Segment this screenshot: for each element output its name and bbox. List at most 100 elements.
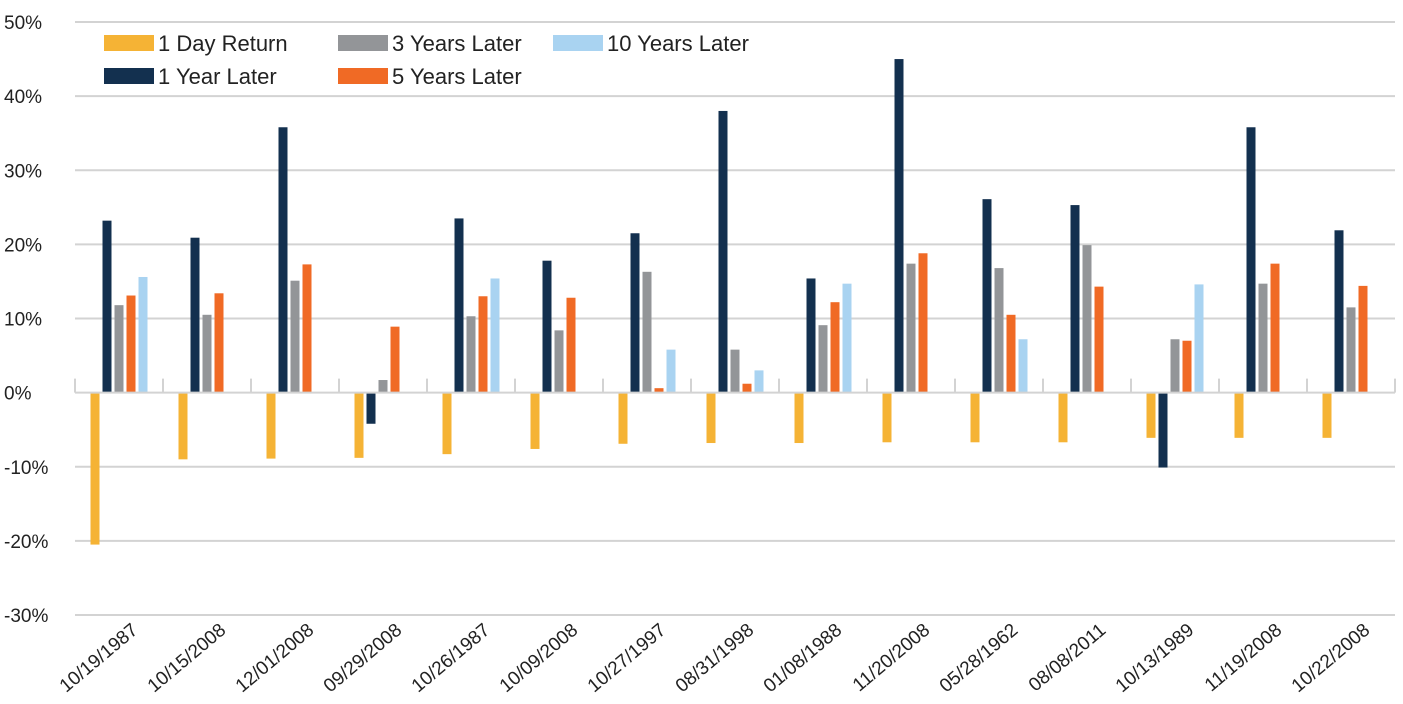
- y-tick-label: -10%: [4, 458, 48, 479]
- bar: [278, 127, 288, 393]
- bar: [126, 295, 136, 393]
- bar: [830, 302, 840, 393]
- y-tick-label: 50%: [4, 13, 42, 34]
- bar: [1006, 314, 1016, 393]
- bar: [214, 293, 224, 393]
- y-tick-label: 40%: [4, 87, 42, 108]
- bar: [1346, 307, 1356, 393]
- bar: [642, 271, 652, 393]
- bar: [290, 280, 300, 393]
- bar: [666, 349, 676, 393]
- bar: [1070, 205, 1080, 393]
- legend-label: 3 Years Later: [392, 31, 522, 56]
- legend-label: 10 Years Later: [607, 31, 749, 56]
- x-tick-label: 08/08/2011: [1025, 620, 1110, 696]
- x-tick-label: 05/28/1962: [936, 620, 1022, 697]
- bar: [390, 326, 400, 393]
- legend-swatch: [338, 35, 388, 51]
- bar: [266, 392, 276, 459]
- bar: [618, 392, 628, 444]
- bar: [818, 325, 828, 393]
- bar: [190, 237, 200, 393]
- bar: [794, 392, 804, 444]
- bar: [918, 253, 928, 393]
- x-tick-label: 01/08/1988: [760, 620, 846, 697]
- bar: [1334, 230, 1344, 393]
- bar: [554, 330, 564, 393]
- bar: [1018, 339, 1028, 393]
- y-tick-label: -20%: [4, 532, 48, 553]
- x-tick-label: 10/15/2008: [144, 620, 230, 697]
- x-tick-label: 10/13/1989: [1112, 620, 1198, 697]
- x-tick-label: 10/27/1997: [584, 620, 670, 697]
- bar: [490, 278, 500, 393]
- bar: [706, 392, 716, 444]
- bar: [366, 392, 376, 424]
- legend-swatch: [104, 68, 154, 84]
- bar: [1170, 339, 1180, 393]
- bar: [1246, 127, 1256, 393]
- legend-swatch: [338, 68, 388, 84]
- bar: [894, 59, 904, 393]
- bar: [718, 110, 728, 393]
- bar: [742, 383, 752, 393]
- bar: [994, 268, 1004, 393]
- bar: [138, 276, 148, 393]
- legend-swatch: [553, 35, 603, 51]
- y-tick-label: 20%: [4, 235, 42, 256]
- x-tick-label: 11/20/2008: [849, 620, 934, 696]
- y-tick-label: -30%: [4, 606, 48, 627]
- legend: 1 Day Return 3 Years Later 10 Years Later 1…: [104, 31, 749, 89]
- bar: [630, 233, 640, 393]
- bar: [1270, 263, 1280, 393]
- bar: [302, 264, 312, 393]
- bar: [806, 278, 816, 393]
- y-tick-label: 0%: [4, 384, 32, 405]
- x-tick-label: 08/31/1998: [672, 620, 758, 697]
- bar: [1058, 392, 1068, 443]
- bar: [542, 260, 552, 393]
- bar: [466, 316, 476, 393]
- bar: [882, 392, 892, 443]
- bar: [1194, 284, 1204, 393]
- y-axis-ticks: -30% -20% -10% 0% 10% 20% 30% 40% 50%: [4, 13, 48, 627]
- x-tick-label: 10/22/2008: [1288, 620, 1374, 697]
- bar: [1234, 392, 1244, 438]
- legend-swatch: [104, 35, 154, 51]
- bar: [1094, 286, 1104, 393]
- bar: [114, 305, 124, 393]
- bar: [970, 392, 980, 443]
- bar: [478, 296, 488, 393]
- bar: [1322, 392, 1332, 438]
- bar: [730, 349, 740, 393]
- bar: [754, 370, 764, 393]
- bar: [90, 392, 100, 545]
- bar: [178, 392, 188, 460]
- bar: [102, 220, 112, 393]
- bar: [1082, 245, 1092, 393]
- bar: [1158, 392, 1168, 468]
- bar: [1258, 283, 1268, 393]
- bar: [566, 297, 576, 393]
- y-tick-label: 30%: [4, 161, 42, 182]
- x-tick-label: 12/01/2008: [232, 620, 318, 697]
- x-axis: [74, 378, 1396, 394]
- legend-label: 5 Years Later: [392, 64, 522, 89]
- bar: [454, 218, 464, 393]
- bar: [354, 392, 364, 458]
- bar: [530, 392, 540, 449]
- bar: [1358, 285, 1368, 393]
- bar: [842, 283, 852, 393]
- bar: [442, 392, 452, 455]
- x-tick-label: 09/29/2008: [320, 620, 406, 697]
- bar: [906, 263, 916, 393]
- x-tick-label: 10/26/1987: [408, 620, 494, 697]
- legend-label: 1 Year Later: [158, 64, 277, 89]
- y-tick-label: 10%: [4, 310, 42, 331]
- bar: [1146, 392, 1156, 438]
- bar: [1182, 340, 1192, 393]
- x-axis-ticks: 10/19/1987 10/15/2008 12/01/2008 09/29/2008…: [56, 620, 1374, 697]
- bar: [378, 380, 388, 393]
